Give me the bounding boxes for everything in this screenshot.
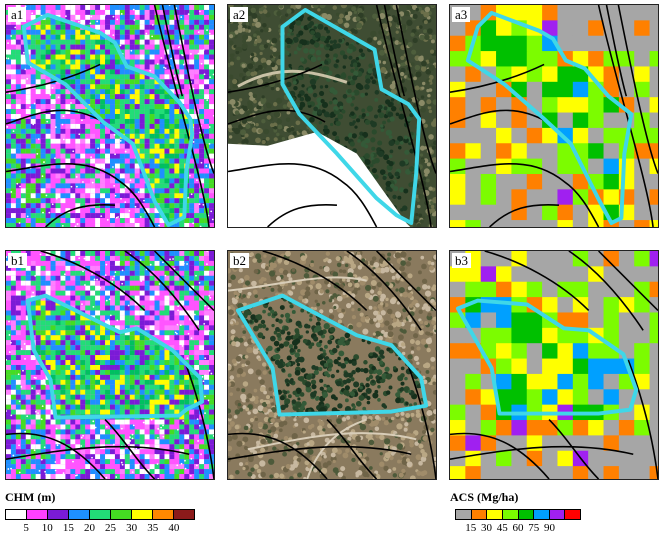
legend-tick-label: 5 xyxy=(23,522,29,534)
panel-b3: b3 xyxy=(449,250,659,480)
legend-swatch xyxy=(6,510,27,519)
legend-swatch xyxy=(48,510,69,519)
chm-legend-title: CHM (m) xyxy=(5,490,56,504)
panel-label: b3 xyxy=(452,253,471,268)
panel-label: b2 xyxy=(230,253,249,268)
legend-swatch xyxy=(27,510,48,519)
legend-swatch xyxy=(69,510,90,519)
chm-map-b1 xyxy=(6,251,214,479)
legend-tick-label: 25 xyxy=(105,522,117,534)
legend-tick-label: 10 xyxy=(41,522,53,534)
acs-map-b3 xyxy=(450,251,658,479)
legend-tick-label: 30 xyxy=(126,522,138,534)
panel-label: a1 xyxy=(8,7,27,22)
legend-swatch xyxy=(456,510,472,519)
panel-b2: b2 xyxy=(227,250,437,480)
chm-color-bar xyxy=(5,509,195,520)
chm-tick-labels: 5 10 15 20 25 30 35 40 xyxy=(5,522,195,536)
acs-color-bar xyxy=(455,509,581,520)
legend-swatch xyxy=(132,510,153,519)
legend-swatch xyxy=(565,510,580,519)
legend-swatch xyxy=(471,510,488,519)
aerial-photo-b2 xyxy=(228,251,436,479)
legend-tick-label: 40 xyxy=(168,522,180,534)
panel-a3: a3 xyxy=(449,4,659,228)
legend-tick-label: 15 xyxy=(62,522,74,534)
legend-swatch xyxy=(174,510,194,519)
panel-a2: a2 xyxy=(227,4,437,228)
legend-tick-label: 75 xyxy=(528,522,540,534)
legend-swatch xyxy=(502,510,519,519)
legend-swatch xyxy=(111,510,132,519)
acs-map-a3 xyxy=(450,5,658,227)
chm-legend: CHM (m) 5 10 15 20 25 30 35 40 xyxy=(5,490,220,544)
aerial-photo-a2 xyxy=(228,5,436,227)
legend-swatch xyxy=(90,510,111,519)
legend-tick-label: 60 xyxy=(512,522,524,534)
panel-label: a2 xyxy=(230,7,249,22)
legend-tick-label: 35 xyxy=(147,522,159,534)
legend-tick-label: 45 xyxy=(496,522,508,534)
legend-swatch xyxy=(518,510,535,519)
legend-swatch xyxy=(534,510,550,519)
acs-legend-title: ACS (Mg/ha) xyxy=(450,490,519,504)
legend-tick-label: 30 xyxy=(481,522,492,534)
panel-b1: b1 xyxy=(5,250,215,480)
legend-swatch xyxy=(153,510,174,519)
legend-swatch xyxy=(549,510,566,519)
panel-a1: a1 xyxy=(5,4,215,228)
chm-map-a1 xyxy=(6,5,214,227)
acs-tick-labels: 15 30 45 60 75 90 xyxy=(455,522,581,536)
panel-label: b1 xyxy=(8,253,27,268)
acs-legend: ACS (Mg/ha) 15 30 45 60 75 90 xyxy=(450,490,662,544)
legend-swatch xyxy=(487,510,503,519)
legend-tick-label: 15 xyxy=(465,522,477,534)
panel-label: a3 xyxy=(452,7,471,22)
legend-tick-label: 90 xyxy=(544,522,555,534)
legend-tick-label: 20 xyxy=(83,522,95,534)
